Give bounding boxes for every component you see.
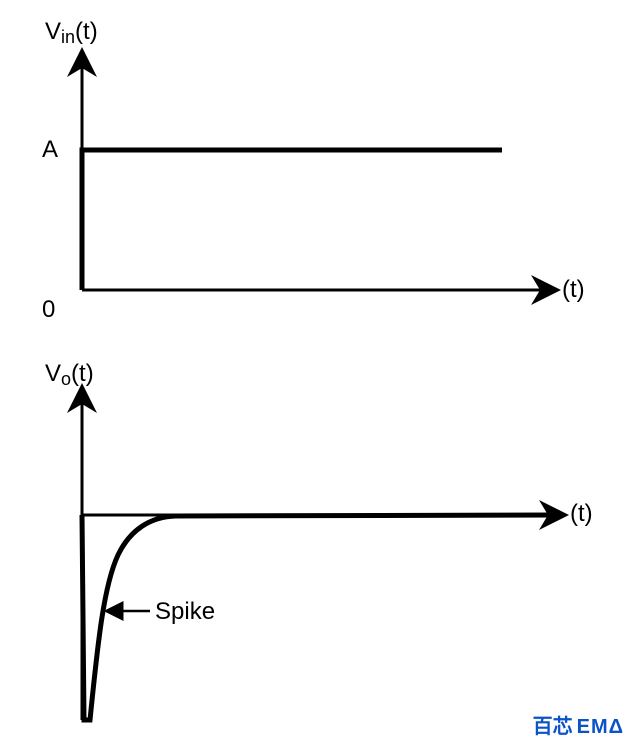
bottom-y-main: V [45,360,61,387]
top-step-label: A [42,136,58,164]
bottom-y-axis-label: Vo(t) [45,360,94,390]
top-y-main: V [45,18,61,45]
watermark-en: EMΔ [577,716,624,738]
spike-annotation: Spike [155,598,215,626]
top-origin-label: 0 [42,296,55,324]
top-y-axis-label: Vin(t) [45,18,98,48]
watermark: 百芯EMΔ [533,710,624,739]
diagram-svg [0,0,636,753]
bottom-spike-signal [82,515,554,720]
top-x-axis-label: (t) [562,276,585,304]
watermark-cn: 百芯 [533,716,573,738]
top-step-signal [82,150,502,290]
top-y-sub: in [61,27,75,47]
bottom-y-suffix: (t) [71,360,94,387]
diagram-root: Vin(t) A 0 (t) Vo(t) (t) Spike [0,0,636,753]
bottom-x-axis-label: (t) [570,500,593,528]
top-y-suffix: (t) [75,18,98,45]
bottom-y-sub: o [61,369,71,389]
